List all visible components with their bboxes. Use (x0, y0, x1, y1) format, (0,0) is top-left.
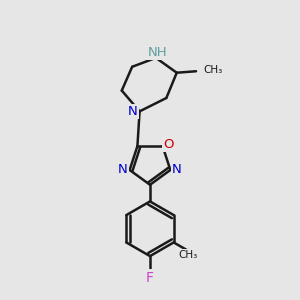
Text: F: F (146, 271, 154, 284)
Text: CH₃: CH₃ (178, 250, 198, 260)
Text: NH: NH (148, 46, 167, 59)
Text: N: N (128, 105, 138, 118)
Text: N: N (118, 164, 128, 176)
Text: CH₃: CH₃ (203, 65, 223, 75)
Text: N: N (172, 164, 182, 176)
Text: O: O (163, 138, 174, 151)
